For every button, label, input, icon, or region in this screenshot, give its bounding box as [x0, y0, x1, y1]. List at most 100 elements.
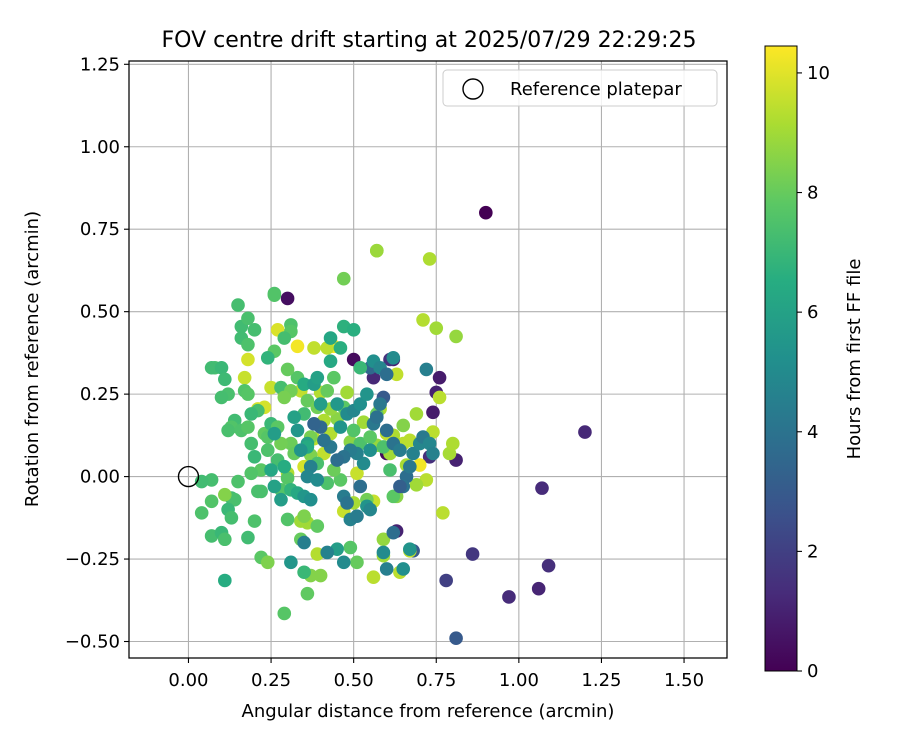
data-point: [260, 443, 275, 458]
data-point: [403, 542, 417, 556]
data-point: [237, 370, 252, 385]
data-point: [244, 407, 259, 421]
data-point: [310, 519, 325, 533]
data-point: [277, 606, 292, 621]
data-point: [310, 473, 325, 487]
data-point: [379, 367, 394, 382]
data-point: [449, 329, 463, 344]
colorbar-tick-label: 2: [807, 541, 818, 562]
x-tick-label: 0.50: [334, 670, 374, 691]
data-point: [284, 555, 298, 570]
data-point: [333, 473, 348, 487]
y-tick-label: 1.25: [80, 54, 120, 75]
data-point: [310, 370, 325, 385]
y-tick-label: 0.50: [80, 302, 120, 323]
data-point: [254, 484, 268, 499]
data-point: [578, 425, 592, 439]
data-point: [369, 243, 384, 258]
data-points: [194, 205, 592, 646]
data-point: [297, 565, 311, 580]
x-tick-label: 0.00: [168, 670, 208, 691]
data-point: [541, 558, 556, 573]
data-point: [422, 252, 437, 266]
data-point: [287, 410, 301, 425]
y-tick-label: 0.75: [80, 219, 120, 240]
data-point: [396, 562, 411, 576]
x-tick-label: 1.00: [499, 670, 539, 691]
data-point: [426, 446, 440, 461]
data-point: [389, 367, 404, 382]
data-point: [373, 397, 387, 411]
data-point: [277, 390, 292, 405]
data-point: [353, 360, 368, 375]
data-point: [449, 631, 463, 646]
legend-box: [442, 69, 718, 107]
data-point: [231, 298, 245, 312]
data-point: [406, 446, 420, 461]
data-point: [224, 511, 239, 525]
chart-title: FOV centre drift starting at 2025/07/29 …: [162, 28, 697, 53]
data-point: [363, 443, 377, 458]
data-point: [340, 496, 354, 510]
data-point: [409, 478, 424, 492]
data-point: [313, 568, 328, 583]
data-point: [290, 339, 305, 354]
data-point: [218, 532, 232, 547]
data-point: [231, 474, 245, 489]
data-point: [264, 463, 278, 477]
data-point: [393, 443, 407, 458]
data-point: [327, 370, 341, 385]
x-tick-label: 1.50: [664, 670, 704, 691]
data-point: [241, 337, 255, 352]
data-point: [376, 545, 391, 560]
data-point: [396, 418, 411, 433]
data-point: [330, 397, 344, 411]
data-point: [218, 573, 232, 588]
data-point: [267, 288, 282, 302]
data-point: [280, 471, 295, 486]
data-point: [290, 423, 305, 438]
data-point: [274, 492, 288, 507]
data-point: [439, 573, 453, 588]
data-point: [241, 352, 255, 367]
legend-entry-label: Reference platepar: [510, 79, 682, 100]
data-point: [330, 453, 344, 467]
colorbar: 0 2 4 6 8 10 Hours from first FF file: [764, 45, 865, 682]
y-tick-label: 0.25: [80, 384, 120, 405]
x-tick-label: 0.75: [416, 670, 456, 691]
data-point: [280, 362, 295, 377]
data-point: [535, 481, 549, 495]
data-point: [336, 555, 351, 570]
data-point: [379, 423, 394, 438]
data-point: [241, 311, 255, 326]
data-point: [320, 545, 335, 560]
colorbar-tick-label: 10: [807, 63, 830, 84]
colorbar-gradient: [764, 45, 798, 672]
data-point: [313, 397, 328, 411]
data-point: [419, 362, 434, 377]
data-point: [350, 466, 364, 481]
data-point: [280, 291, 295, 306]
data-point: [323, 354, 338, 368]
reference-platepar-marker: [177, 465, 200, 488]
data-point: [317, 433, 331, 448]
x-tick-label: 0.25: [251, 670, 291, 691]
data-point: [416, 313, 430, 327]
colorbar-tick-label: 0: [807, 661, 818, 682]
data-point: [369, 410, 384, 425]
data-point: [336, 271, 351, 286]
data-point: [429, 321, 444, 335]
data-point: [244, 466, 259, 481]
data-point: [445, 436, 460, 451]
data-point: [426, 405, 440, 420]
data-point: [260, 555, 275, 570]
colorbar-tick-label: 4: [807, 422, 818, 443]
data-point: [280, 512, 295, 527]
data-point: [264, 380, 278, 395]
data-point: [346, 423, 361, 438]
data-point: [274, 436, 288, 451]
data-point: [386, 525, 401, 540]
data-point: [333, 420, 348, 434]
data-point: [294, 443, 308, 458]
